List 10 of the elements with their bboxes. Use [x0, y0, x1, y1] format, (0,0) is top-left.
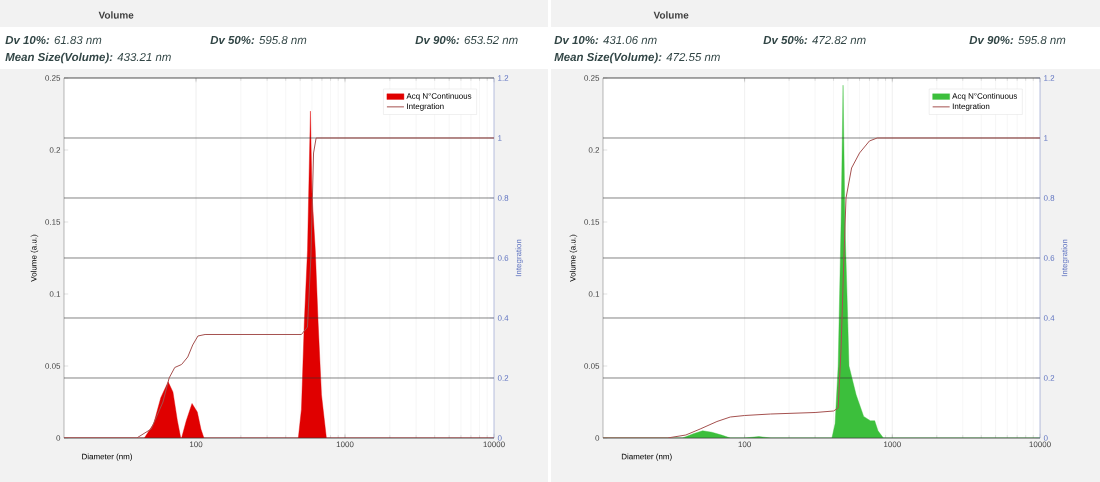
- text: Dv 10%: 61.83 nm: [5, 35, 102, 45]
- chart-title: Volume: [653, 11, 689, 19]
- text: Dv 90%: 653.52 nm: [415, 35, 518, 45]
- text: Mean Size(Volume): 433.21 nm: [5, 52, 171, 64]
- chart-title: Volume: [98, 11, 134, 19]
- text: Dv 50%: 595.8 nm: [210, 35, 307, 45]
- text: Dv 50%: 472.82 nm: [763, 35, 866, 45]
- text: Mean Size(Volume): 472.55 nm: [554, 52, 720, 64]
- text: Dv 10%: 431.06 nm: [554, 35, 657, 45]
- text: Dv 90%: 595.8 nm: [969, 35, 1066, 45]
